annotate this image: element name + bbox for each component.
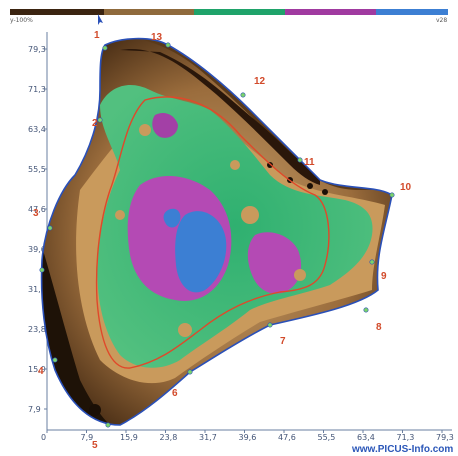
y-tick-label: 47,6 bbox=[28, 205, 46, 214]
scale-segment-violet bbox=[285, 9, 376, 15]
scale-right-label: v28 bbox=[436, 17, 447, 24]
sensor-point bbox=[97, 117, 103, 123]
marker-label-3: 3 bbox=[33, 208, 39, 219]
y-tick-label: 7,9 bbox=[28, 405, 41, 414]
x-tick-label: 79,3 bbox=[436, 433, 454, 442]
stem-cross-section bbox=[41, 38, 393, 426]
y-tick-label: 71,3 bbox=[28, 85, 46, 94]
marker-label-10: 10 bbox=[400, 182, 412, 193]
scale-segment-dark bbox=[10, 9, 104, 15]
x-tick-label: 71,3 bbox=[397, 433, 415, 442]
marker-label-1: 1 bbox=[94, 30, 100, 41]
x-tick-label: 7,9 bbox=[81, 433, 94, 442]
stem-outline bbox=[40, 37, 393, 426]
decay-contour-line bbox=[95, 96, 330, 369]
sensor-point bbox=[363, 307, 369, 313]
x-tick-label: 15,9 bbox=[120, 433, 138, 442]
marker-label-2: 2 bbox=[92, 118, 98, 129]
sensor-point bbox=[52, 357, 58, 363]
x-tick-label: 39,6 bbox=[239, 433, 257, 442]
marker-label-5: 5 bbox=[92, 440, 98, 451]
sensor-point bbox=[165, 42, 171, 48]
y-tick-label: 63,4 bbox=[28, 125, 46, 134]
scale-segment-blue bbox=[376, 9, 448, 15]
x-tick-label: 23,8 bbox=[160, 433, 178, 442]
marker-label-4: 4 bbox=[38, 366, 44, 377]
marker-label-6: 6 bbox=[172, 388, 178, 399]
marker-label-7: 7 bbox=[280, 336, 286, 347]
sensor-point bbox=[389, 192, 395, 198]
sensor-point bbox=[105, 422, 111, 428]
sensor-points bbox=[39, 42, 395, 428]
sensor-point bbox=[297, 157, 303, 163]
watermark: www.PICUS-Info.com bbox=[351, 444, 453, 455]
x-tick-label: 0 bbox=[41, 433, 46, 442]
x-tick-label: 31,7 bbox=[199, 433, 217, 442]
x-tick-label: 55,5 bbox=[318, 433, 336, 442]
color-scale-bar bbox=[10, 9, 448, 15]
sensor-point bbox=[240, 92, 246, 98]
sensor-point bbox=[369, 259, 375, 265]
y-tick-label: 55,5 bbox=[28, 165, 46, 174]
marker-label-11: 11 bbox=[304, 157, 315, 168]
y-tick-label: 79,3 bbox=[28, 45, 46, 54]
cursor-arrow-icon bbox=[98, 14, 103, 25]
x-tick-label: 63,4 bbox=[357, 433, 375, 442]
sensor-point bbox=[39, 267, 45, 273]
y-tick-label: 31,7 bbox=[28, 285, 46, 294]
x-tick-labels: 0 7,9 15,9 23,8 31,7 39,6 47,6 55,5 63,4 71,3 79,3 bbox=[41, 430, 454, 442]
scale-segment-green bbox=[194, 9, 285, 15]
scale-segment-brown bbox=[104, 9, 194, 15]
scale-left-label: y-100% bbox=[10, 17, 33, 24]
sensor-point bbox=[267, 322, 273, 328]
marker-label-9: 9 bbox=[381, 271, 387, 282]
sensor-point bbox=[187, 369, 193, 375]
y-tick-label: 23,8 bbox=[28, 325, 46, 334]
sensor-point bbox=[102, 45, 108, 51]
y-tick-label: 15,9 bbox=[28, 365, 46, 374]
marker-label-8: 8 bbox=[376, 322, 382, 333]
axes: 79,371,363,455,547,639,631,723,815,97,9 … bbox=[28, 32, 454, 442]
marker-label-13: 13 bbox=[151, 32, 163, 43]
sensor-point bbox=[47, 225, 53, 231]
x-tick-label: 47,6 bbox=[278, 433, 296, 442]
marker-label-12: 12 bbox=[254, 76, 266, 87]
y-tick-labels: 79,3 71,3 63,4 55,5 47,6 39,6 31,7 23,8 15,9 7,9 bbox=[28, 45, 47, 414]
marker-labels: 1 2 3 4 5 6 7 8 9 10 11 12 13 bbox=[33, 30, 412, 451]
y-tick-label: 39,6 bbox=[28, 245, 46, 254]
